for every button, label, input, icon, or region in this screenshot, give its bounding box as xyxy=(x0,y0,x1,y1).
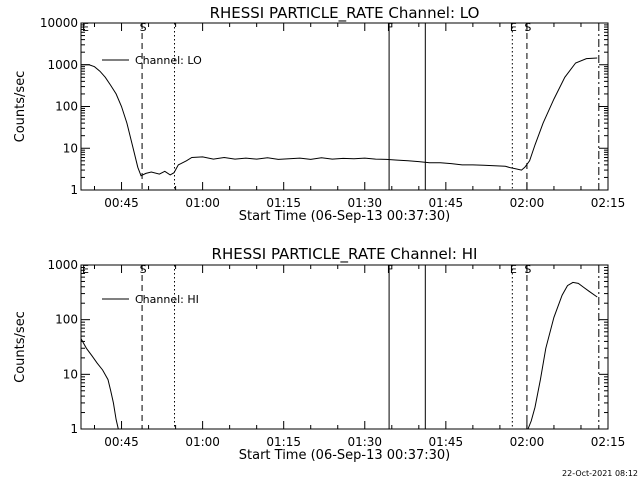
event-label: E xyxy=(510,263,517,276)
plot-frame xyxy=(80,22,609,191)
x-tick-label: 01:15 xyxy=(266,435,301,449)
x-tick-label: 02:15 xyxy=(591,196,626,210)
x-tick-label: 01:00 xyxy=(185,196,220,210)
y-tick-label: 1000 xyxy=(47,258,78,272)
event-label: S xyxy=(524,263,531,276)
y-tick-label: 10 xyxy=(63,367,78,381)
x-tick-label: 01:15 xyxy=(266,196,301,210)
series-line-lo xyxy=(81,57,598,177)
legend-label: Channel: LO xyxy=(135,54,202,67)
y-tick-label: 1000 xyxy=(47,58,78,72)
chart-title: RHESSI PARTICLE_RATE Channel: LO xyxy=(210,4,480,23)
y-tick-label: 10 xyxy=(63,141,78,155)
event-label: F xyxy=(387,263,393,276)
y-tick-label: 1 xyxy=(70,183,78,197)
start-marker-label: E xyxy=(82,263,89,276)
y-tick-label: 1 xyxy=(70,422,78,436)
chart-title: RHESSI PARTICLE_RATE Channel: HI xyxy=(212,245,478,264)
hi-channel-panel: RHESSI PARTICLE_RATE Channel: HI 00:45 01:… xyxy=(13,245,625,463)
event-label: E xyxy=(510,21,517,34)
x-tick-label: 01:30 xyxy=(347,435,382,449)
x-tick-label: 01:00 xyxy=(185,435,220,449)
event-label: S xyxy=(524,21,531,34)
legend-label: Channel: HI xyxy=(135,293,199,306)
x-tick-label: 02:00 xyxy=(510,435,545,449)
x-tick-label: 02:00 xyxy=(510,196,545,210)
event-label: F xyxy=(387,21,393,34)
start-marker-label: E xyxy=(82,21,89,34)
x-tick-label: 00:45 xyxy=(104,435,139,449)
generation-timestamp: 22-Oct-2021 08:12 xyxy=(562,469,638,478)
y-tick-label: 10000 xyxy=(40,16,78,30)
x-tick-label: 01:30 xyxy=(347,196,382,210)
x-tick-label: 02:15 xyxy=(591,435,626,449)
event-label: S xyxy=(140,263,147,276)
x-tick-label: 01:45 xyxy=(429,435,464,449)
y-axis-label: Counts/sec xyxy=(13,311,28,383)
lo-channel-panel: RHESSI PARTICLE_RATE Channel: LO 00:45 01:… xyxy=(13,4,625,224)
series-line-hi-early xyxy=(80,338,119,430)
y-tick-label: 100 xyxy=(55,313,78,327)
y-tick-label: 100 xyxy=(55,100,78,114)
x-axis-label: Start Time (06-Sep-13 00:37:30) xyxy=(239,209,450,224)
y-axis-label: Counts/sec xyxy=(13,71,28,143)
x-axis-label: Start Time (06-Sep-13 00:37:30) xyxy=(239,448,450,463)
plot-frame xyxy=(80,264,609,430)
series-line-hi-late xyxy=(527,281,598,430)
x-tick-label: 01:45 xyxy=(429,196,464,210)
x-tick-label: 00:45 xyxy=(104,196,139,210)
event-label: S xyxy=(140,21,147,34)
